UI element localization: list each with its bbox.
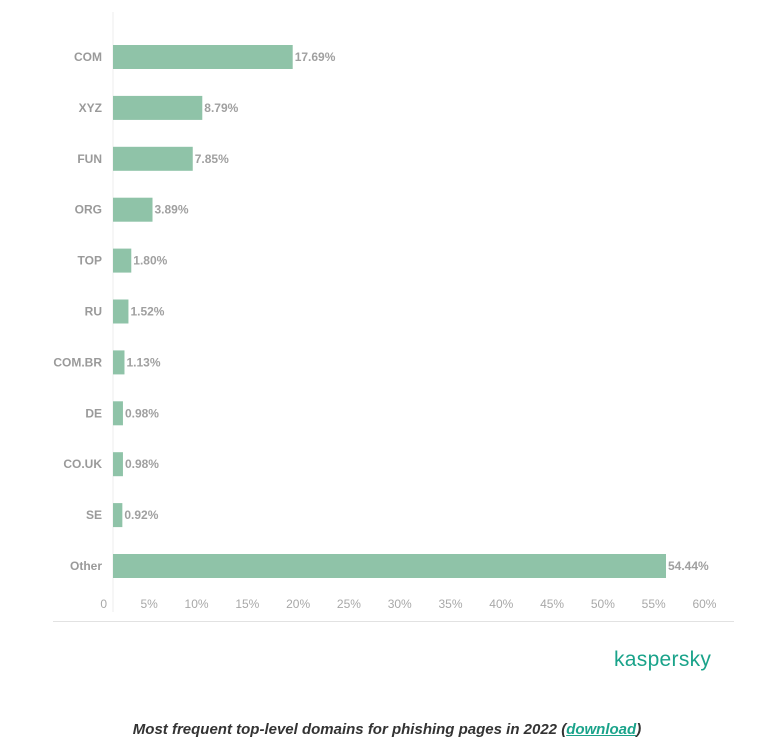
bar	[113, 452, 123, 477]
value-label: 1.80%	[133, 254, 167, 268]
bar	[113, 45, 293, 69]
divider	[53, 621, 734, 622]
value-label: 54.44%	[668, 559, 709, 573]
download-link[interactable]: download	[566, 721, 637, 738]
kaspersky-logo: kaspersky	[614, 648, 712, 671]
bar	[113, 299, 129, 324]
value-label: 0.92%	[124, 508, 158, 522]
x-tick-label: 30%	[388, 597, 412, 611]
x-tick-label: 10%	[185, 597, 209, 611]
bar	[113, 350, 125, 375]
chart-caption: Most frequent top-level domains for phis…	[0, 721, 774, 738]
value-label: 1.52%	[130, 305, 164, 319]
x-tick-label: 25%	[337, 597, 361, 611]
value-label: 3.89%	[155, 203, 189, 217]
category-label: COM.BR	[53, 355, 102, 369]
caption-text: Most frequent top-level domains for phis…	[132, 721, 567, 738]
value-label: 17.69%	[295, 50, 336, 64]
category-label: Other	[70, 559, 102, 573]
value-label: 1.13%	[126, 355, 160, 369]
category-label: DE	[85, 406, 102, 420]
x-tick-label: 20%	[286, 597, 310, 611]
value-label: 7.85%	[195, 152, 229, 166]
x-tick-label: 0	[100, 597, 107, 611]
bar-chart: COM 17.69% XYZ 8.79% FUN 7.85% ORG 3.89% TOP 1.80…	[53, 12, 717, 612]
bar	[113, 554, 666, 578]
x-tick-label: 50%	[591, 597, 615, 611]
x-tick-label: 45%	[540, 597, 564, 611]
bar	[113, 248, 132, 273]
category-label: SE	[86, 508, 102, 522]
value-label: 0.98%	[125, 406, 159, 420]
category-label: XYZ	[79, 101, 102, 115]
bar	[113, 146, 193, 171]
bar	[113, 401, 123, 426]
x-tick-label: 60%	[692, 597, 716, 611]
x-tick-label: 15%	[235, 597, 259, 611]
value-label: 8.79%	[204, 101, 238, 115]
category-label: CO.UK	[63, 457, 102, 471]
category-label: ORG	[75, 203, 102, 217]
x-tick-label: 55%	[642, 597, 666, 611]
category-label: TOP	[78, 254, 102, 268]
x-tick-label: 5%	[140, 597, 158, 611]
value-label: 0.98%	[125, 457, 159, 471]
bar	[113, 95, 203, 120]
x-tick-label: 40%	[489, 597, 513, 611]
x-tick-label: 35%	[438, 597, 462, 611]
caption-end: )	[636, 721, 642, 738]
bar	[113, 503, 123, 528]
bar	[113, 197, 153, 222]
category-label: COM	[74, 50, 102, 64]
category-label: RU	[85, 305, 102, 319]
category-label: FUN	[77, 152, 102, 166]
